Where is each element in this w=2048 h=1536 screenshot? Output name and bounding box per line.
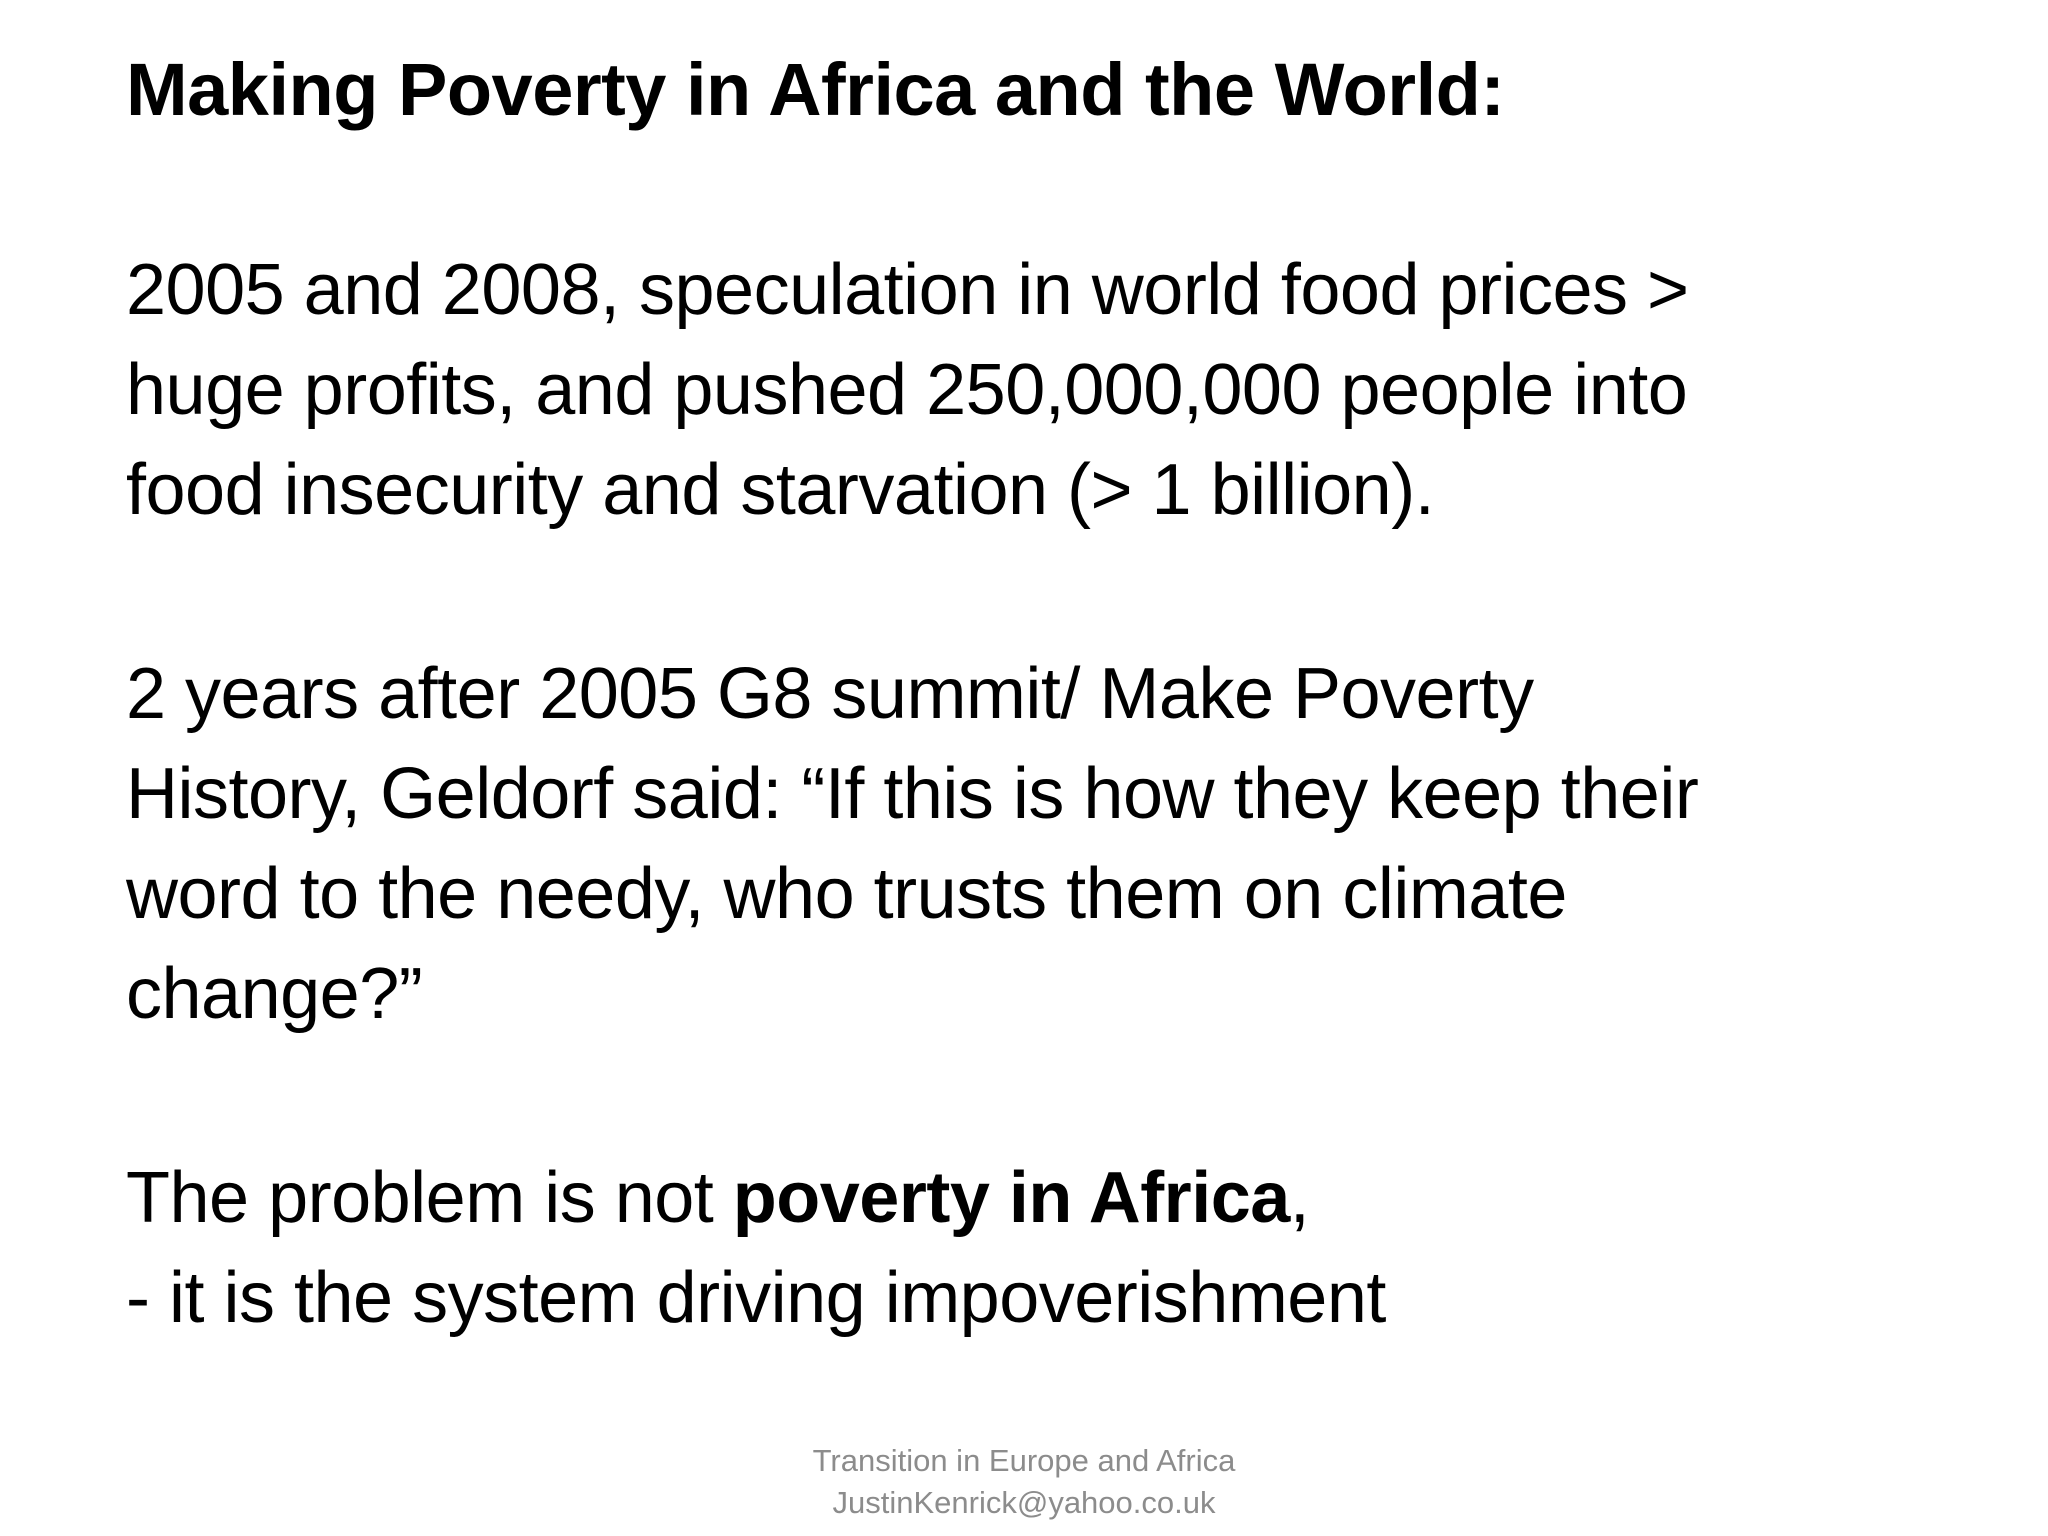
text-line: - it is the system driving impoverishmen… xyxy=(126,1258,1386,1338)
paragraph-geldorf-quote: 2 years after 2005 G8 summit/ Make Pover… xyxy=(126,644,1976,1044)
slide-footer: Transition in Europe and Africa JustinKe… xyxy=(624,1440,1424,1524)
footer-title: Transition in Europe and Africa xyxy=(812,1443,1236,1478)
text-line: huge profits, and pushed 250,000,000 peo… xyxy=(126,350,1688,430)
text-line: word to the needy, who trusts them on cl… xyxy=(126,854,1567,934)
text-prefix: The problem is not xyxy=(126,1158,733,1238)
paragraph-food-speculation: 2005 and 2008, speculation in world food… xyxy=(126,240,1976,540)
footer-email: JustinKenrick@yahoo.co.uk xyxy=(832,1485,1216,1520)
slide-title: Making Poverty in Africa and the World: xyxy=(126,48,1505,131)
text-line: change?” xyxy=(126,954,423,1034)
text-line: 2005 and 2008, speculation in world food… xyxy=(126,250,1689,330)
emphasis-text: poverty in Africa xyxy=(732,1158,1291,1238)
text-line: History, Geldorf said: “If this is how t… xyxy=(126,754,1699,834)
text-suffix: , xyxy=(1289,1158,1310,1238)
text-line: 2 years after 2005 G8 summit/ Make Pover… xyxy=(126,654,1534,734)
paragraph-conclusion: The problem is not poverty in Africa, - … xyxy=(126,1148,1976,1348)
text-line: The problem is not poverty in Africa, xyxy=(126,1148,1976,1248)
text-line: food insecurity and starvation (> 1 bill… xyxy=(126,450,1435,530)
